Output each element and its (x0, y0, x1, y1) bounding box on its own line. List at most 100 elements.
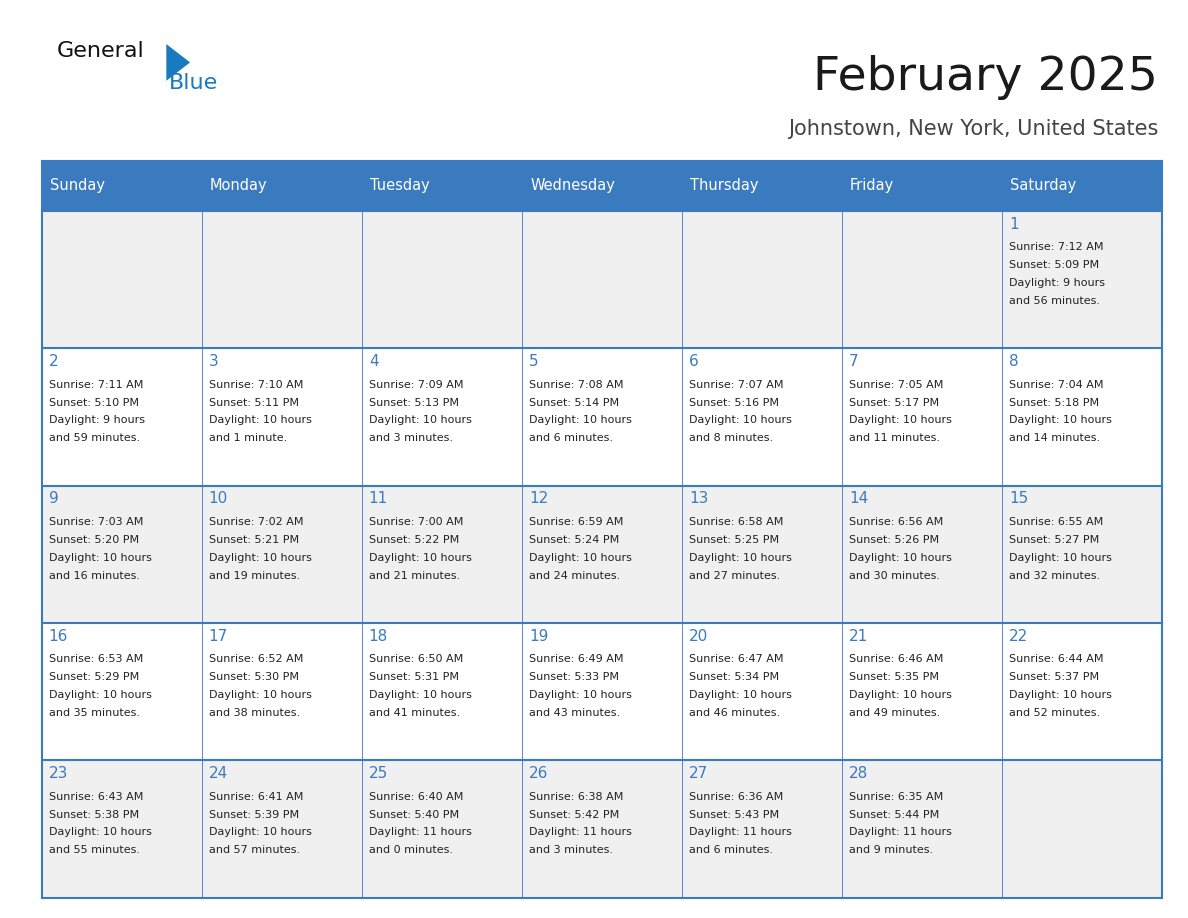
Text: Sunrise: 6:50 AM: Sunrise: 6:50 AM (368, 655, 463, 665)
Text: Sunrise: 7:08 AM: Sunrise: 7:08 AM (529, 380, 624, 389)
Text: and 11 minutes.: and 11 minutes. (849, 433, 940, 443)
Text: 1: 1 (1009, 217, 1018, 231)
Text: and 3 minutes.: and 3 minutes. (529, 845, 613, 856)
Text: Daylight: 11 hours: Daylight: 11 hours (529, 827, 632, 837)
Text: Sunrise: 6:40 AM: Sunrise: 6:40 AM (368, 791, 463, 801)
Bar (682, 760, 842, 898)
Text: Blue: Blue (169, 73, 217, 93)
Text: Sunrise: 6:52 AM: Sunrise: 6:52 AM (209, 655, 303, 665)
Text: Sunrise: 6:58 AM: Sunrise: 6:58 AM (689, 517, 783, 527)
Text: and 6 minutes.: and 6 minutes. (529, 433, 613, 443)
Text: Sunrise: 6:53 AM: Sunrise: 6:53 AM (49, 655, 143, 665)
Bar (842, 349, 1001, 486)
Text: Sunset: 5:29 PM: Sunset: 5:29 PM (49, 672, 139, 682)
Text: and 52 minutes.: and 52 minutes. (1009, 708, 1100, 718)
Text: Daylight: 10 hours: Daylight: 10 hours (689, 416, 791, 425)
Text: and 55 minutes.: and 55 minutes. (49, 845, 140, 856)
Text: Friday: Friday (851, 178, 895, 194)
Text: Sunset: 5:24 PM: Sunset: 5:24 PM (529, 535, 619, 545)
Text: 7: 7 (849, 354, 859, 369)
Text: 14: 14 (849, 491, 868, 507)
Text: and 3 minutes.: and 3 minutes. (368, 433, 453, 443)
Text: Daylight: 10 hours: Daylight: 10 hours (368, 416, 472, 425)
Text: Sunset: 5:25 PM: Sunset: 5:25 PM (689, 535, 779, 545)
Bar (42, 211, 202, 349)
Text: Saturday: Saturday (1010, 178, 1076, 194)
Text: 16: 16 (49, 629, 68, 644)
Bar (202, 349, 361, 486)
Text: Sunset: 5:14 PM: Sunset: 5:14 PM (529, 397, 619, 408)
Text: and 19 minutes.: and 19 minutes. (209, 571, 299, 581)
Bar (842, 760, 1001, 898)
Bar (682, 349, 842, 486)
Text: Daylight: 10 hours: Daylight: 10 hours (1009, 553, 1112, 563)
Text: Sunset: 5:31 PM: Sunset: 5:31 PM (368, 672, 459, 682)
Text: Daylight: 10 hours: Daylight: 10 hours (529, 553, 632, 563)
Text: Sunset: 5:38 PM: Sunset: 5:38 PM (49, 810, 139, 820)
Text: 28: 28 (849, 766, 868, 781)
Text: and 43 minutes.: and 43 minutes. (529, 708, 620, 718)
Text: 6: 6 (689, 354, 699, 369)
Text: Sunset: 5:20 PM: Sunset: 5:20 PM (49, 535, 139, 545)
Text: Sunset: 5:39 PM: Sunset: 5:39 PM (209, 810, 299, 820)
Text: and 8 minutes.: and 8 minutes. (689, 433, 773, 443)
Text: February 2025: February 2025 (814, 55, 1158, 100)
Bar (202, 760, 361, 898)
Bar (682, 161, 842, 211)
Bar (842, 623, 1001, 760)
Text: Daylight: 10 hours: Daylight: 10 hours (209, 416, 311, 425)
Text: 18: 18 (368, 629, 388, 644)
Text: Daylight: 10 hours: Daylight: 10 hours (529, 416, 632, 425)
Text: Sunset: 5:34 PM: Sunset: 5:34 PM (689, 672, 779, 682)
Text: Daylight: 10 hours: Daylight: 10 hours (209, 827, 311, 837)
Text: Daylight: 10 hours: Daylight: 10 hours (849, 553, 952, 563)
Text: 25: 25 (368, 766, 388, 781)
Bar (1001, 161, 1162, 211)
Bar (42, 349, 202, 486)
Text: Johnstown, New York, United States: Johnstown, New York, United States (788, 119, 1158, 140)
Text: Sunset: 5:44 PM: Sunset: 5:44 PM (849, 810, 940, 820)
Text: Sunrise: 7:12 AM: Sunrise: 7:12 AM (1009, 242, 1104, 252)
Text: 2: 2 (49, 354, 58, 369)
Bar (361, 211, 522, 349)
Text: 8: 8 (1009, 354, 1018, 369)
Bar (522, 349, 682, 486)
Text: Daylight: 10 hours: Daylight: 10 hours (689, 553, 791, 563)
Text: and 49 minutes.: and 49 minutes. (849, 708, 940, 718)
Text: and 1 minute.: and 1 minute. (209, 433, 287, 443)
Text: 5: 5 (529, 354, 538, 369)
Text: Sunset: 5:43 PM: Sunset: 5:43 PM (689, 810, 779, 820)
Text: Sunset: 5:16 PM: Sunset: 5:16 PM (689, 397, 779, 408)
Text: Daylight: 9 hours: Daylight: 9 hours (1009, 278, 1105, 288)
Bar (522, 211, 682, 349)
Text: Sunrise: 6:41 AM: Sunrise: 6:41 AM (209, 791, 303, 801)
Bar (842, 486, 1001, 623)
Text: and 41 minutes.: and 41 minutes. (368, 708, 460, 718)
Text: and 0 minutes.: and 0 minutes. (368, 845, 453, 856)
Text: Daylight: 11 hours: Daylight: 11 hours (368, 827, 472, 837)
Text: Sunrise: 7:02 AM: Sunrise: 7:02 AM (209, 517, 303, 527)
Bar (1001, 349, 1162, 486)
Bar (682, 623, 842, 760)
Text: 4: 4 (368, 354, 379, 369)
Text: Thursday: Thursday (690, 178, 759, 194)
Text: Sunday: Sunday (50, 178, 105, 194)
Text: 13: 13 (689, 491, 708, 507)
Text: and 35 minutes.: and 35 minutes. (49, 708, 140, 718)
Text: Daylight: 10 hours: Daylight: 10 hours (849, 416, 952, 425)
Text: 19: 19 (529, 629, 548, 644)
Text: Sunrise: 7:09 AM: Sunrise: 7:09 AM (368, 380, 463, 389)
Text: Sunrise: 6:38 AM: Sunrise: 6:38 AM (529, 791, 624, 801)
Text: Sunset: 5:27 PM: Sunset: 5:27 PM (1009, 535, 1099, 545)
Text: Sunset: 5:11 PM: Sunset: 5:11 PM (209, 397, 298, 408)
Text: and 32 minutes.: and 32 minutes. (1009, 571, 1100, 581)
Bar (361, 760, 522, 898)
Bar (42, 486, 202, 623)
Text: Daylight: 10 hours: Daylight: 10 hours (529, 690, 632, 700)
Bar (1001, 623, 1162, 760)
Text: and 24 minutes.: and 24 minutes. (529, 571, 620, 581)
Bar (522, 760, 682, 898)
Text: 20: 20 (689, 629, 708, 644)
Text: Daylight: 10 hours: Daylight: 10 hours (368, 690, 472, 700)
Text: and 14 minutes.: and 14 minutes. (1009, 433, 1100, 443)
